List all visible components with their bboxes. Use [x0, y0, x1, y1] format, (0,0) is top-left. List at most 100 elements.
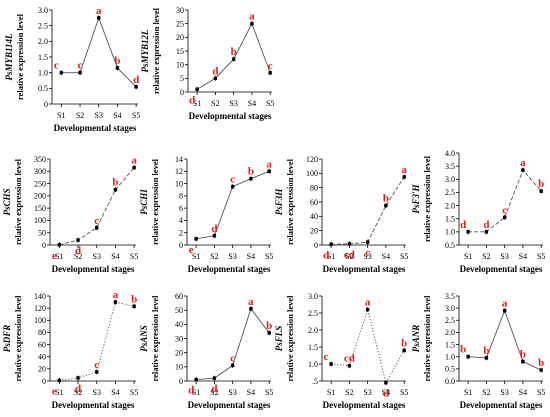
y-axis-label: relative expression level	[150, 295, 160, 382]
data-point	[466, 355, 470, 359]
y-tick-label: 30	[175, 334, 183, 343]
y-axis-label: relative expression level	[285, 295, 295, 382]
x-axis-label: Developmental stages	[188, 264, 271, 274]
x-tick-label: S3	[363, 252, 371, 261]
y-axis-gene-label: PsDFR	[2, 325, 12, 353]
data-point	[213, 76, 218, 81]
data-point	[134, 85, 138, 89]
x-tick-label: S1	[192, 252, 200, 261]
y-tick-label: 40	[38, 353, 46, 362]
y-tick-label: 200	[34, 192, 46, 201]
significance-letter: cd	[344, 353, 355, 365]
y-tick-label: 6	[179, 204, 183, 213]
x-axis-label: Developmental stages	[54, 123, 137, 133]
y-tick-label: .5	[312, 377, 318, 386]
data-point	[230, 363, 235, 368]
x-tick-label: S1	[464, 252, 472, 261]
significance-letter: d	[75, 245, 81, 257]
y-tick-label: 2	[179, 229, 183, 238]
x-tick-label: S4	[111, 388, 119, 397]
x-tick-label: S4	[111, 252, 119, 261]
y-tick-label: 2.5	[445, 188, 455, 197]
data-point	[57, 378, 62, 383]
y-tick-label: 40	[310, 212, 318, 221]
y-tick-label: 350	[34, 155, 46, 164]
x-axis-label: Developmental stages	[460, 400, 543, 410]
y-axis-gene-label: PsANS	[139, 325, 149, 352]
x-axis-label: Developmental stages	[323, 264, 406, 274]
y-tick-label: 10	[175, 179, 183, 188]
significance-letter: d	[383, 388, 389, 400]
data-point	[329, 362, 333, 366]
chart-panel-psmyb12l: 0 5 10 15 20 25 30 S1 S2 S3 S4 S5 Developmental stag…	[140, 6, 274, 121]
significance-letter: cd	[344, 249, 355, 261]
y-tick-label: 0.5	[445, 365, 455, 374]
significance-letter: b	[112, 177, 118, 189]
y-axis-gene-label: PsANR	[411, 325, 421, 353]
significance-letter: b	[231, 46, 237, 58]
data-point	[230, 184, 235, 189]
significance-letter: a	[249, 11, 255, 23]
y-tick-label: 1.5	[38, 53, 48, 62]
x-tick-label: S2	[482, 388, 490, 397]
significance-letter: c	[230, 352, 235, 364]
y-tick-label: 1.0	[445, 228, 455, 237]
significance-letter: a	[131, 155, 137, 167]
significance-letter: d	[211, 223, 217, 235]
x-tick-label: S4	[113, 111, 121, 120]
y-axis-label: relative expression level	[15, 13, 25, 100]
y-tick-label: 20	[175, 348, 183, 357]
x-tick-label: S2	[482, 252, 490, 261]
y-tick-label: 150	[34, 204, 46, 213]
y-tick-label: 0	[44, 100, 48, 109]
y-tick-label: 1.0	[308, 360, 318, 369]
y-tick-label: 0	[179, 241, 183, 250]
significance-letter: d	[133, 74, 139, 86]
chart-panel-psfls: .5 1.0 1.5 2.0 2.5 3.0 S1 S2 S3 S4 S5 Developmental…	[274, 292, 408, 410]
x-tick-label: S2	[345, 252, 353, 261]
x-tick-label: S4	[519, 252, 527, 261]
y-tick-label: 0.5	[445, 241, 455, 250]
y-tick-label: 2.5	[38, 21, 48, 30]
y-axis-gene-label: PsCHS	[2, 188, 12, 215]
chart-panel-psmyb114l: 0 0.5 1.0 1.5 2.0 2.5 3.0 S1 S2 S3 S4 S5 Development…	[4, 5, 140, 133]
significance-letter: c	[502, 204, 507, 216]
significance-letter: a	[520, 157, 526, 169]
y-axis-gene-label: PsFLS	[274, 326, 284, 352]
y-axis-gene-label: PsF3'H	[411, 184, 421, 214]
significance-letter: b	[248, 166, 254, 178]
data-point	[267, 169, 271, 173]
y-tick-label: 100	[34, 216, 46, 225]
y-tick-label: 120	[306, 155, 318, 164]
x-tick-label: S5	[265, 388, 273, 397]
y-tick-label: 1.0	[38, 68, 48, 77]
y-tick-label: 250	[34, 179, 46, 188]
x-tick-label: S3	[93, 252, 101, 261]
x-tick-label: S3	[229, 99, 237, 108]
significance-letter: c	[54, 60, 59, 72]
x-tick-label: S4	[519, 388, 527, 397]
data-point	[249, 307, 253, 311]
y-tick-label: 30	[176, 6, 184, 15]
x-tick-label: S3	[95, 111, 103, 120]
x-tick-label: S5	[130, 388, 138, 397]
x-tick-label: S4	[382, 252, 390, 261]
data-point	[132, 165, 136, 170]
data-point	[212, 234, 217, 238]
x-tick-label: S2	[210, 388, 218, 397]
x-tick-label: S2	[74, 388, 82, 397]
y-tick-label: 8	[179, 192, 183, 201]
y-tick-label: 3.0	[308, 292, 318, 301]
y-tick-label: 0	[180, 88, 184, 97]
y-tick-label: 3.0	[445, 304, 455, 313]
y-tick-label: 12	[175, 167, 183, 176]
data-point	[347, 242, 352, 246]
y-tick-label: 1.5	[308, 343, 318, 352]
y-tick-label: 120	[34, 304, 46, 313]
data-point	[329, 242, 333, 246]
y-tick-label: 60	[38, 340, 46, 349]
y-tick-label: 0	[42, 241, 46, 250]
y-tick-label: 0	[42, 377, 46, 386]
data-point	[484, 230, 489, 234]
